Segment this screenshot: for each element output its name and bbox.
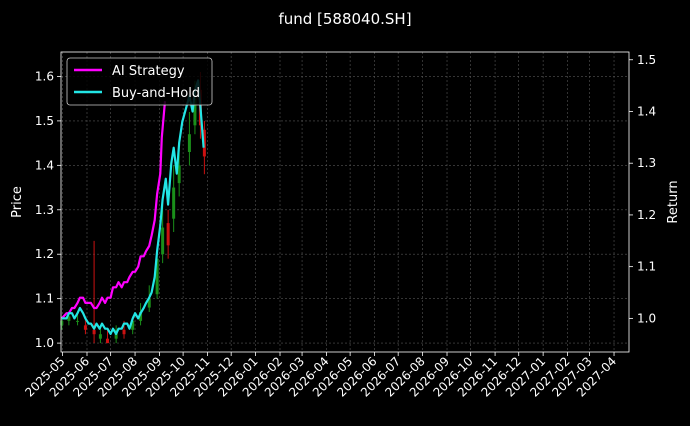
y-tick-label-right: 1.3	[637, 156, 656, 170]
series-lines	[60, 79, 205, 335]
y-tick-label-left: 1.5	[35, 114, 54, 128]
candle-body	[166, 223, 170, 246]
legend-box	[66, 57, 213, 106]
y-axis-label-left: Price	[10, 186, 25, 218]
candle-body	[131, 320, 135, 330]
y-tick-label-left: 1.6	[35, 69, 54, 83]
candle-body	[193, 98, 197, 126]
y-axis-label-right: Return	[666, 180, 681, 223]
candle-body	[155, 258, 159, 295]
candle-body	[60, 320, 64, 326]
buy-and-hold-line	[61, 79, 205, 335]
y-tick-label-left: 1.2	[35, 247, 54, 261]
candle-body	[187, 134, 191, 152]
candle-body	[98, 334, 102, 339]
candle-body	[92, 329, 96, 335]
candle-body	[76, 320, 80, 322]
y-tick-label-right: 1.5	[637, 53, 656, 67]
legend: AI Strategy Buy-and-Hold	[66, 57, 213, 106]
y-tick-label-left: 1.3	[35, 203, 54, 217]
candle-body	[177, 165, 181, 184]
y-tick-label-right: 1.2	[637, 208, 656, 222]
candle-body	[139, 312, 143, 321]
candle-body	[202, 129, 206, 157]
candle-body	[83, 325, 87, 330]
legend-label-buy-and-hold: Buy-and-Hold	[112, 86, 200, 101]
chart-title: fund [588040.SH]	[278, 10, 411, 28]
y-tick-label-left: 1.1	[35, 292, 54, 306]
y-tick-label-right: 1.1	[637, 260, 656, 274]
plot-frame	[60, 51, 630, 353]
candle-body	[172, 187, 176, 219]
ai-strategy-line	[60, 101, 167, 320]
y-tick-label-left: 1.4	[35, 158, 54, 172]
legend-label-ai-strategy: AI Strategy	[112, 64, 185, 79]
candle-body	[147, 298, 151, 308]
candle-body	[122, 329, 126, 335]
candle-body	[105, 338, 109, 344]
y-tick-label-left: 1.0	[35, 336, 54, 350]
y-tick-label-right: 1.0	[637, 311, 656, 325]
candle-body	[161, 227, 165, 255]
candle-body	[67, 316, 71, 321]
y-tick-label-right: 1.4	[637, 104, 656, 118]
